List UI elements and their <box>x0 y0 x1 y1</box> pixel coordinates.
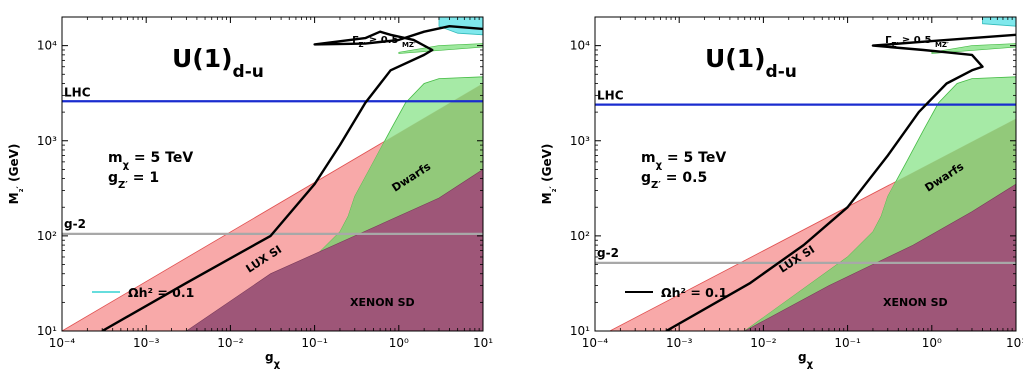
y-tick-label: 10⁴ <box>570 39 590 53</box>
plot-area <box>595 17 1016 331</box>
width-region <box>438 17 483 36</box>
y-tick-label: 10² <box>37 229 57 243</box>
width-label: ΓZ′ ≥ 0.5 MZ′ <box>352 35 416 49</box>
lhc-label: LHC <box>64 85 91 99</box>
x-tick-label: 10⁰ <box>389 336 409 350</box>
dwarfs-band <box>398 43 483 54</box>
dwarfs-band <box>931 43 1016 54</box>
y-tick-label: 10¹ <box>570 324 590 338</box>
chart-panel-right: 10⁻⁴ 10⁻³ 10⁻² 10⁻¹ 10⁰ 10¹ 10¹ 10² 10³ 10⁴ gχ M₂′ … <box>540 16 1023 370</box>
x-axis-label: gχ <box>798 350 814 370</box>
y-axis-label-group: M₂′ (GeV) <box>7 144 26 205</box>
relic-density-curve <box>665 33 1016 331</box>
y-tick-label: 10³ <box>570 134 590 148</box>
lhc-label: LHC <box>597 89 624 103</box>
coupling-parameter: gZ′ = 1 <box>108 170 159 191</box>
y-tick-label: 10³ <box>37 134 57 148</box>
g-2-label: g-2 <box>64 217 86 231</box>
xenon-sd-label: XENON SD <box>350 296 415 309</box>
xenon-sd-region <box>744 183 1016 331</box>
xenon-sd-label: XENON SD <box>883 296 948 309</box>
plot-area <box>62 17 483 331</box>
mass-parameter: mχ = 5 TeV <box>641 150 726 171</box>
y-tick-label: 10² <box>570 229 590 243</box>
x-tick-label: 10⁻² <box>217 336 244 350</box>
x-tick-label: 10¹ <box>1006 336 1023 350</box>
x-tick-label: 10¹ <box>473 336 493 350</box>
x-tick-label: 10⁻¹ <box>301 336 328 350</box>
x-tick-label: 10⁻³ <box>666 336 693 350</box>
x-tick-label: 10⁰ <box>922 336 942 350</box>
relic-density-curve <box>101 25 483 331</box>
mass-parameter: mχ = 5 TeV <box>108 150 193 171</box>
width-region <box>982 17 1016 27</box>
coupling-parameter: gZ′ = 0.5 <box>641 170 707 191</box>
model-label: U(1)d-u <box>172 44 264 82</box>
y-axis-label-group: M₂′ (GeV) <box>540 144 559 205</box>
x-axis-label: gχ <box>265 350 281 370</box>
width-label: ΓZ′ ≥ 0.5 MZ′ <box>885 35 949 49</box>
y-axis-label: M₂′ (GeV) <box>7 144 26 205</box>
y-tick-label: 10⁴ <box>37 39 57 53</box>
x-tick-label: 10⁻³ <box>133 336 160 350</box>
x-tick-label: 10⁻⁴ <box>582 336 609 350</box>
g-2-label: g-2 <box>597 246 619 260</box>
plot-frame <box>61 16 484 332</box>
x-tick-label: 10⁻⁴ <box>49 336 76 350</box>
model-label: U(1)d-u <box>705 44 797 82</box>
x-tick-label: 10⁻² <box>750 336 777 350</box>
xenon-sd-region <box>185 169 483 331</box>
y-tick-label: 10¹ <box>37 324 57 338</box>
x-tick-label: 10⁻¹ <box>834 336 861 350</box>
y-axis-label: M₂′ (GeV) <box>540 144 559 205</box>
legend-entry: Ωh² = 0.1 <box>128 285 194 300</box>
chart-panel-left: 10⁻⁴ 10⁻³ 10⁻² 10⁻¹ 10⁰ 10¹ 10¹ 10² 10³ 10⁴ gχ M₂′ … <box>7 16 493 370</box>
legend-entry: Ωh² = 0.1 <box>661 285 727 300</box>
plot-frame <box>594 16 1017 332</box>
